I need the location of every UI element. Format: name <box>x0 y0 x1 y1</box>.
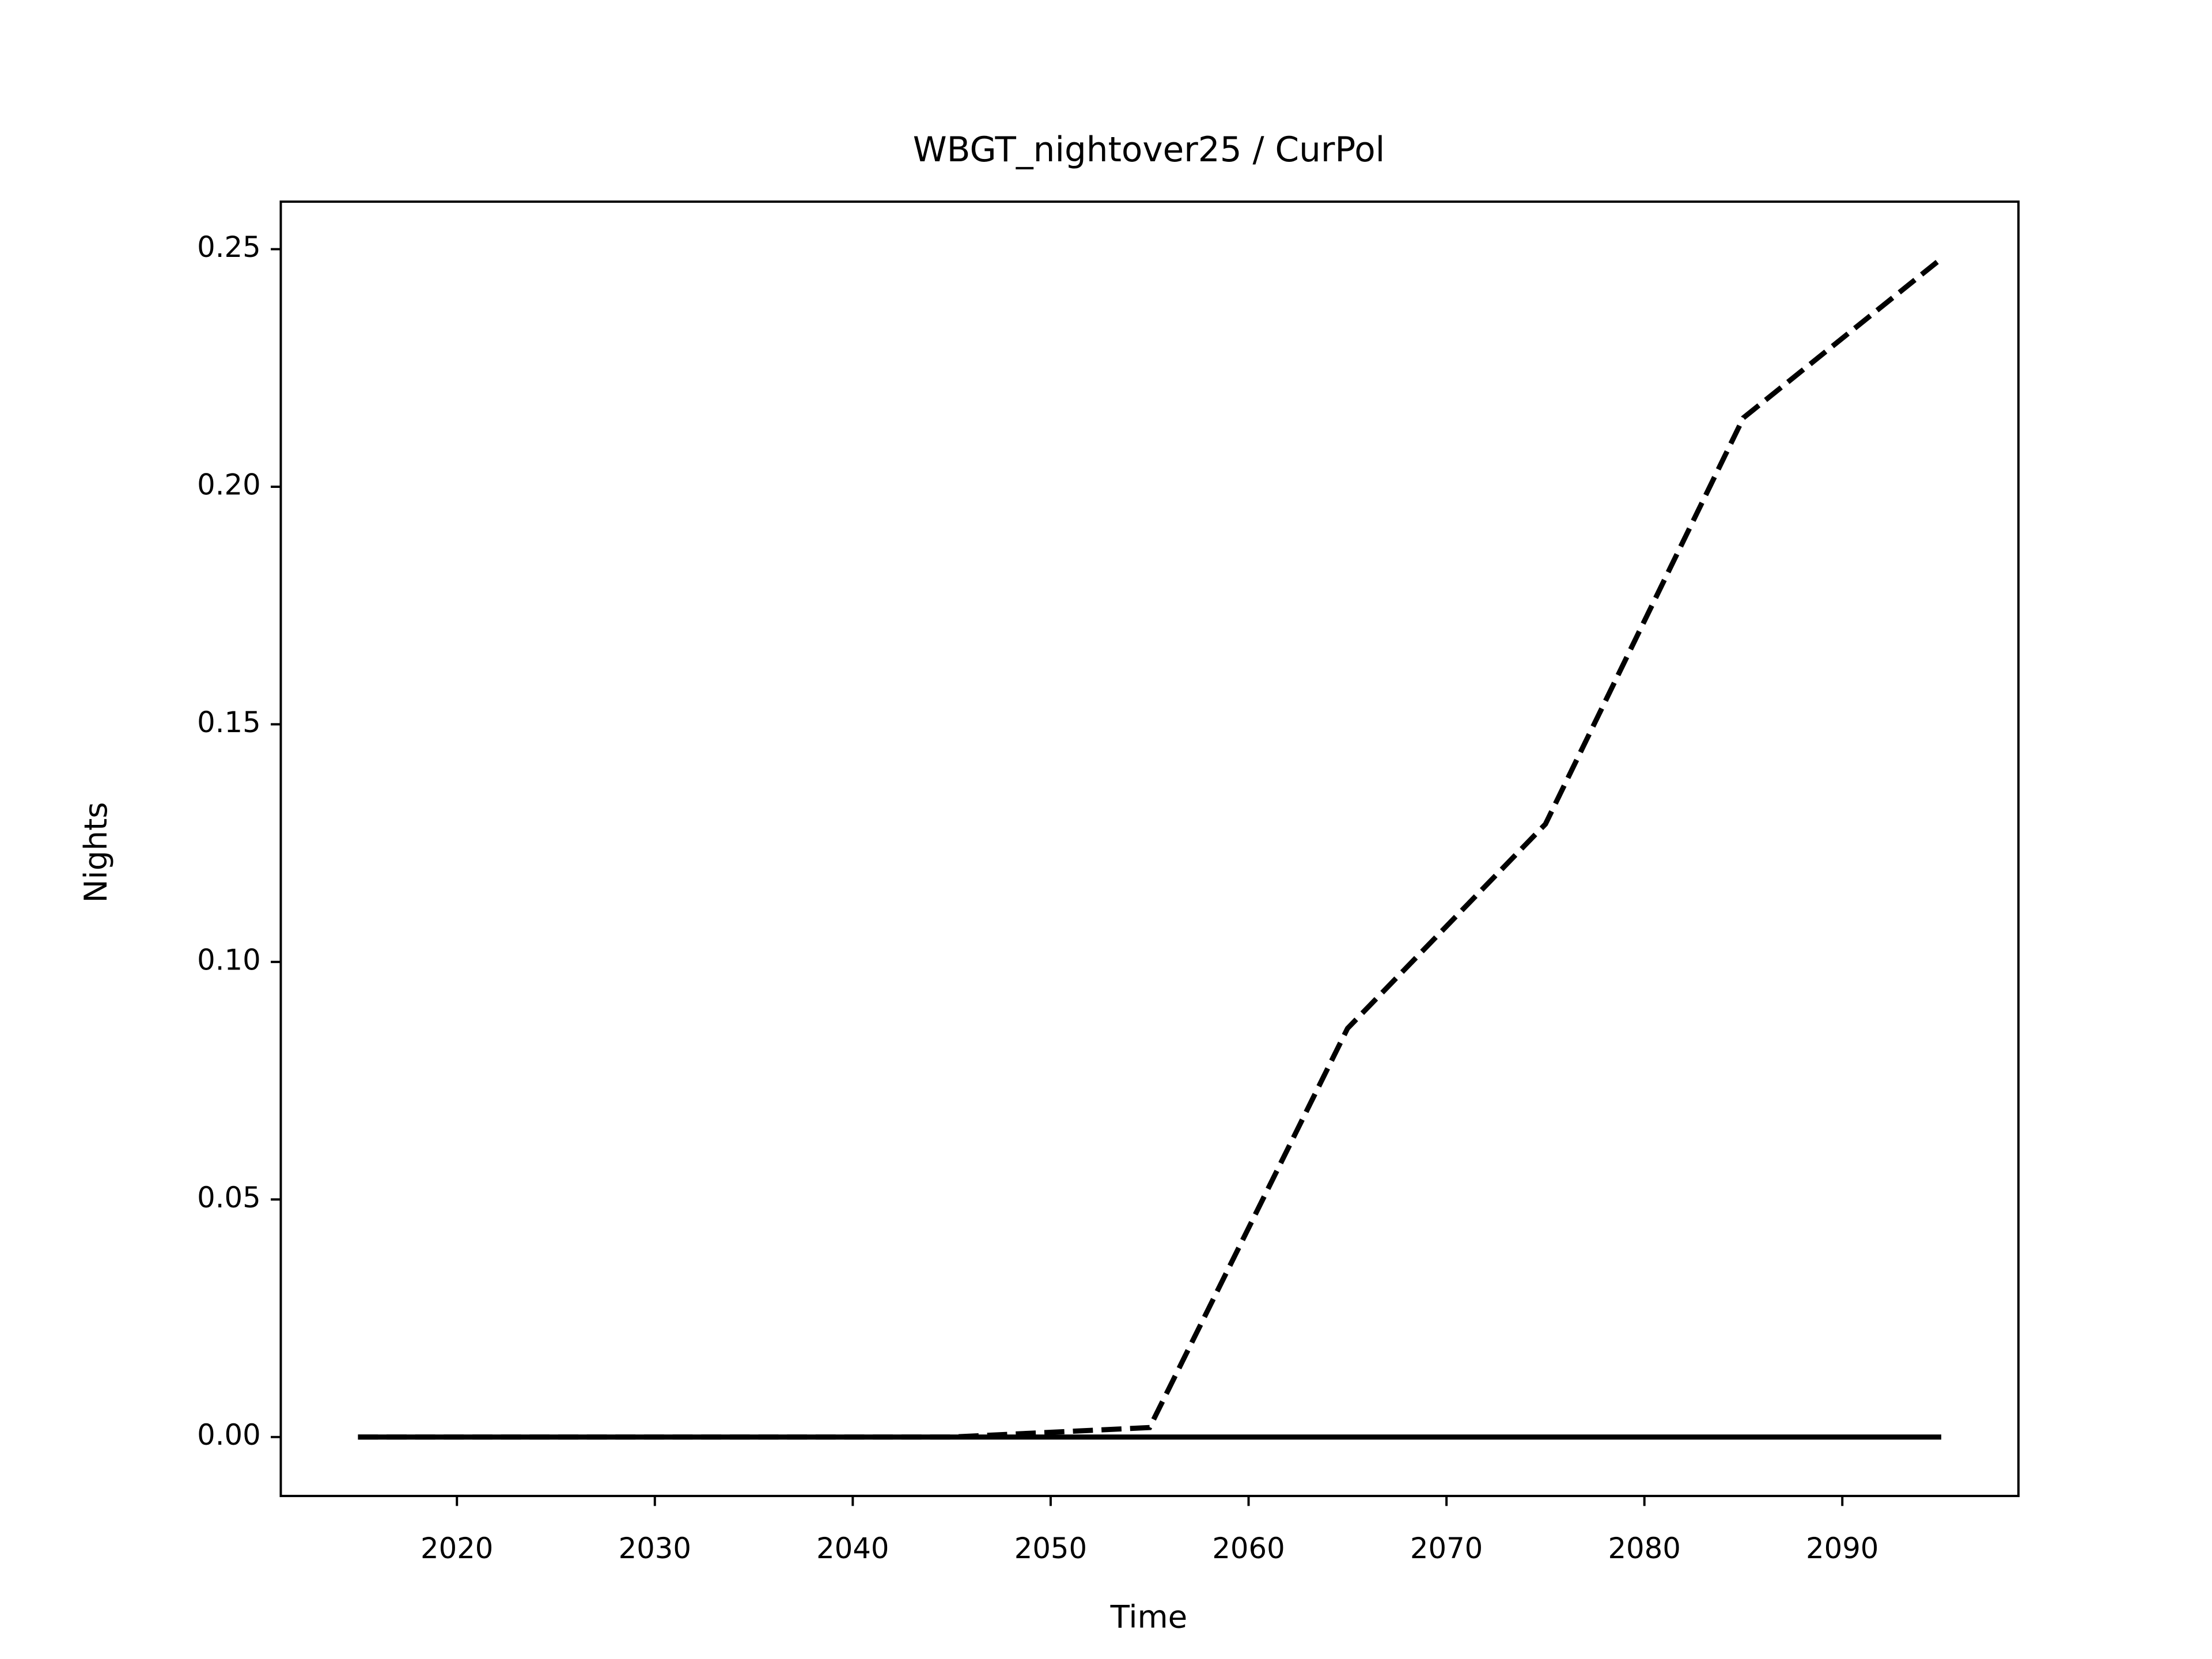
x-tick-label: 2020 <box>421 1532 493 1565</box>
y-tick-label: 0.00 <box>197 1418 261 1452</box>
y-tick-label: 0.15 <box>197 706 261 739</box>
chart-title: WBGT_nightover25 / CurPol <box>913 130 1385 170</box>
x-tick-label: 2050 <box>1014 1532 1087 1565</box>
y-tick-label: 0.20 <box>197 468 261 501</box>
x-tick-label: 2090 <box>1806 1532 1878 1565</box>
x-tick-label: 2040 <box>816 1532 889 1565</box>
x-axis-label: Time <box>1110 1599 1188 1635</box>
y-tick-label: 0.10 <box>197 943 261 976</box>
y-tick-label: 0.05 <box>197 1181 261 1214</box>
x-tick-label: 2080 <box>1608 1532 1680 1565</box>
x-tick-label: 2070 <box>1410 1532 1483 1565</box>
x-tick-label: 2060 <box>1212 1532 1285 1565</box>
y-tick-label: 0.25 <box>197 230 261 264</box>
plot-frame <box>279 200 2020 1497</box>
x-tick-label: 2030 <box>619 1532 691 1565</box>
y-axis-label: Nights <box>77 802 114 903</box>
